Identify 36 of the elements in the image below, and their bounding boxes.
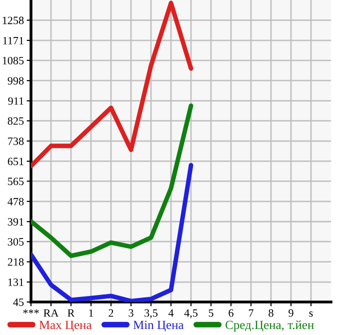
x-tick-label: 3,5	[144, 309, 158, 318]
y-tick-label: 478	[8, 198, 24, 206]
x-tick-label: 5	[208, 309, 214, 317]
line-series	[31, 162, 194, 302]
y-tick-label: 305	[8, 238, 24, 246]
y-tick-label: 45	[13, 298, 24, 306]
x-tick-label: 1	[89, 309, 94, 317]
y-tick-label: 651	[8, 158, 24, 166]
x-tick-label: ***	[23, 309, 39, 314]
y-tick-label: 911	[8, 97, 24, 105]
y-tick-label: 1171	[3, 36, 24, 44]
y-tick-label: 998	[8, 77, 24, 85]
line-series	[31, 103, 194, 258]
y-tick-label: 391	[8, 218, 24, 226]
y-tick-label: 565	[8, 178, 24, 186]
legend-label: Сред.Цена, т.йен	[226, 320, 314, 332]
y-tick-label: 131	[8, 278, 24, 286]
x-tick-label: 9	[288, 309, 294, 317]
y-tick-label: 1258	[2, 16, 24, 24]
legend-label: Max Цена	[39, 320, 92, 332]
x-tick-label: 6	[228, 309, 234, 317]
x-tick-label: 4	[168, 309, 174, 317]
line-series	[31, 0, 194, 168]
y-tick-label: 218	[8, 258, 24, 266]
x-tick-label: 3	[128, 309, 134, 317]
x-tick-label: 8	[268, 309, 274, 317]
x-tick-label: 7	[248, 309, 254, 317]
x-tick-label: s	[309, 311, 313, 317]
y-tick-label: 1085	[2, 56, 24, 64]
x-tick-label: RA	[44, 309, 59, 317]
legend-label: Min Цена	[133, 320, 184, 332]
x-tick-label: R	[68, 309, 75, 317]
x-tick-label: 2	[108, 309, 114, 317]
x-tick-label: 4,5	[184, 309, 198, 318]
y-tick-label: 825	[8, 117, 24, 125]
y-tick-label: 738	[8, 137, 24, 145]
